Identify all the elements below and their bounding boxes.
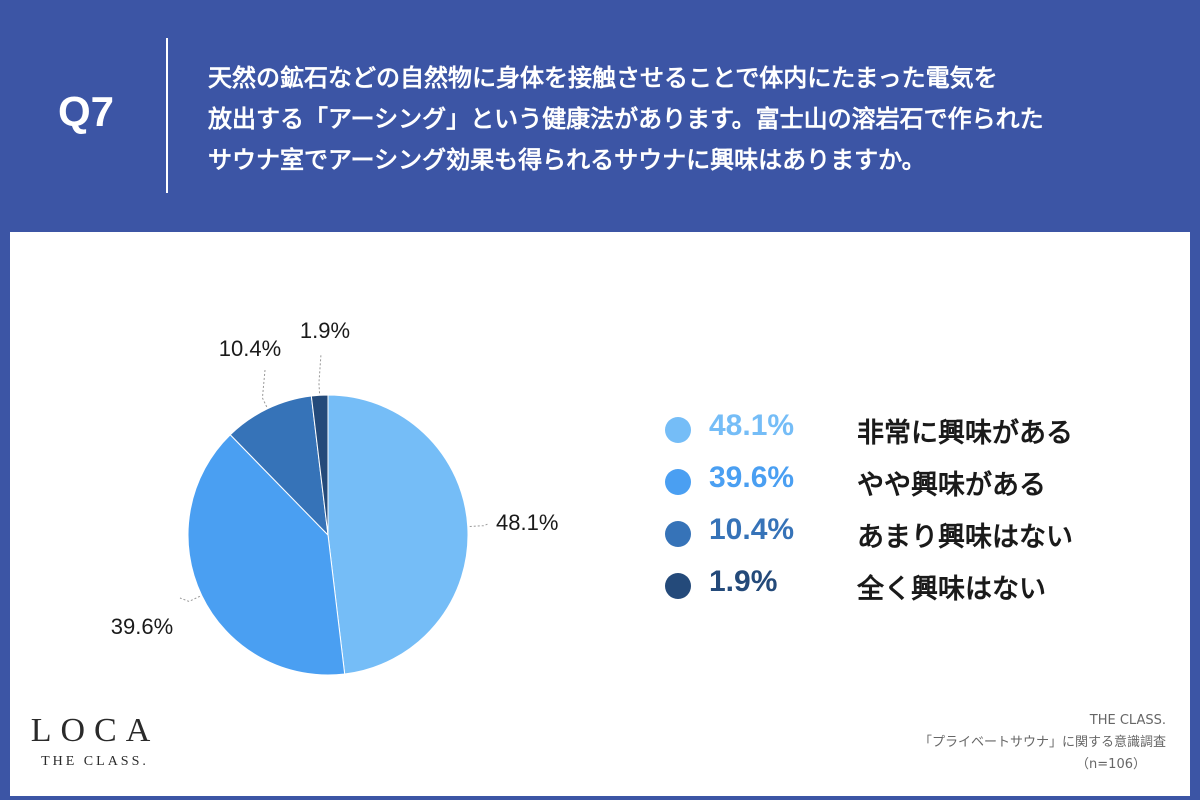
legend: 48.1% 非常に興味がある 39.6% やや興味がある 10.4% あまり興味… — [665, 407, 1125, 615]
data-label: 10.4% — [219, 336, 281, 361]
question-number: Q7 — [58, 88, 115, 135]
legend-label: あまり興味はない — [857, 522, 1073, 553]
source-note: THE CLASS. 「プライベートサウナ」に関する意識調査 （n=106） — [919, 710, 1166, 776]
source-line: THE CLASS. — [1089, 713, 1166, 728]
question-line: サウナ室でアーシング効果も得られるサウナに興味はありますか。 — [208, 146, 926, 174]
pie-slice — [327, 394, 469, 675]
leader-line — [261, 369, 268, 408]
legend-value: 48.1% — [709, 409, 795, 442]
legend-item: 10.4% あまり興味はない — [665, 511, 1125, 563]
legend-value: 39.6% — [709, 461, 795, 494]
legend-label: やや興味がある — [857, 470, 1046, 501]
sample-size: （n=106） — [1076, 757, 1146, 772]
logo-tagline: THE CLASS. — [41, 754, 149, 769]
legend-swatch — [665, 521, 691, 547]
legend-swatch — [665, 469, 691, 495]
legend-item: 1.9% 全く興味はない — [665, 563, 1125, 615]
chart-panel: 48.1% 39.6% 10.4% 1.9% 48.1% 非常に興味がある 39.6%… — [10, 232, 1190, 796]
header-divider — [166, 38, 168, 193]
legend-item: 39.6% やや興味がある — [665, 459, 1125, 511]
source-line: 「プライベートサウナ」に関する意識調査 — [918, 735, 1166, 750]
data-label: 48.1% — [496, 510, 558, 535]
leader-line — [179, 595, 201, 602]
legend-value: 1.9% — [709, 565, 778, 598]
pie-slice — [229, 395, 329, 537]
legend-label: 非常に興味がある — [857, 418, 1073, 449]
question-line: 天然の鉱石などの自然物に身体を接触させることで体内にたまった電気を — [208, 64, 998, 92]
legend-swatch — [665, 417, 691, 443]
pie-slice — [187, 434, 346, 676]
legend-item: 48.1% 非常に興味がある — [665, 407, 1125, 459]
logo-wordmark: LOCA — [30, 712, 160, 749]
pie-slice — [310, 394, 329, 536]
legend-swatch — [665, 573, 691, 599]
question-text: 天然の鉱石などの自然物に身体を接触させることで体内にたまった電気を 放出する「ア… — [208, 58, 1178, 181]
loca-logo: LOCA THE CLASS. — [30, 712, 160, 770]
leader-line — [469, 523, 489, 528]
leader-line — [318, 353, 322, 394]
question-line: 放出する「アーシング」という健康法があります。富士山の溶岩石で作られた — [208, 105, 1044, 133]
data-label: 39.6% — [111, 614, 173, 639]
legend-label: 全く興味はない — [857, 574, 1046, 605]
legend-value: 10.4% — [709, 513, 795, 546]
pie-chart: 48.1% 39.6% 10.4% 1.9% — [111, 318, 558, 676]
data-label: 1.9% — [300, 318, 350, 343]
